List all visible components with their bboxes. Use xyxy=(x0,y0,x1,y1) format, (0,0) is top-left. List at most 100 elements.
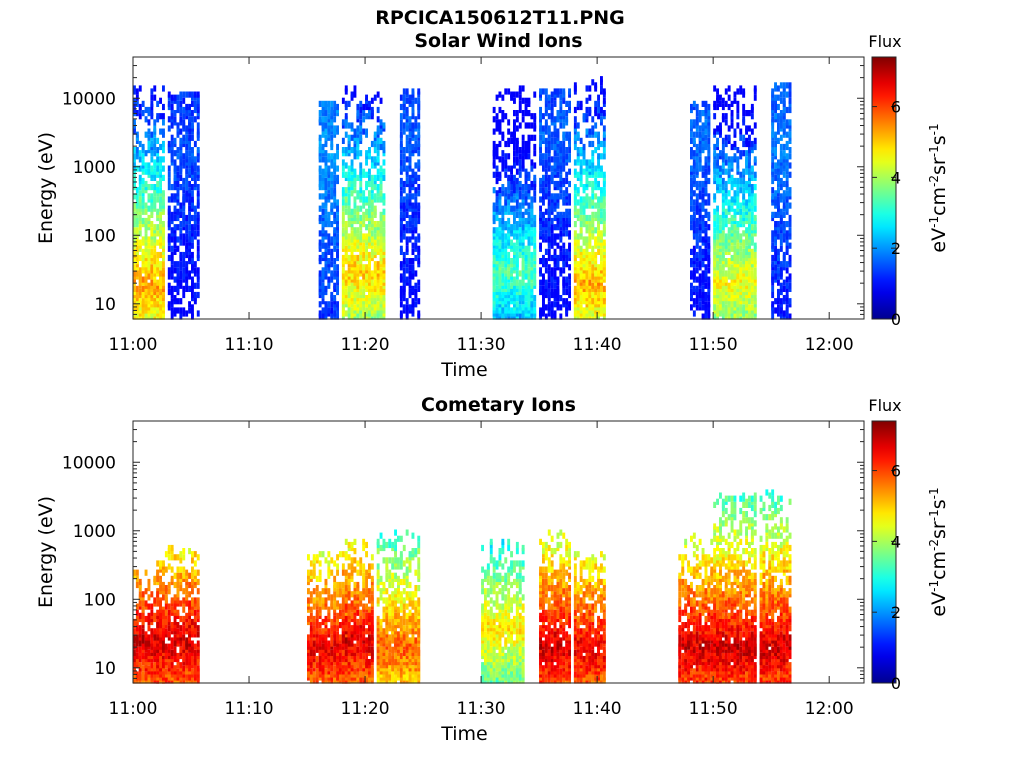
spectrogram-cell xyxy=(518,159,522,166)
spectrogram-cell xyxy=(533,307,537,314)
spectrogram-cell xyxy=(690,258,693,265)
spectrogram-cell xyxy=(193,230,197,237)
spectrogram-cell xyxy=(399,202,403,209)
spectrogram-cell xyxy=(777,254,780,262)
spectrogram-cell xyxy=(321,202,325,209)
spectrogram-cell xyxy=(144,233,148,240)
spectrogram-cell xyxy=(138,239,142,246)
spectrogram-cell xyxy=(318,174,322,181)
spectrogram-cell xyxy=(162,140,165,148)
spectrogram-cell xyxy=(733,224,737,231)
spectrogram-cell xyxy=(774,202,777,209)
spectrogram-cell xyxy=(692,221,696,228)
spectrogram-cell xyxy=(173,307,177,314)
spectrogram-cell xyxy=(510,258,513,265)
spectrogram-cell xyxy=(721,143,725,151)
spectrogram-cell xyxy=(562,131,566,138)
spectrogram-cell xyxy=(774,298,777,305)
spectrogram-cell xyxy=(350,245,354,252)
spectrogram-cell xyxy=(565,116,569,123)
spectrogram-cell xyxy=(550,171,554,178)
spectrogram-cell xyxy=(565,187,569,194)
spectrogram-cell xyxy=(173,295,177,302)
spectrogram-cell xyxy=(553,88,557,95)
spectrogram-cell xyxy=(504,113,508,120)
spectrogram-cell xyxy=(196,267,200,274)
spectrogram-cell xyxy=(579,137,583,144)
spectrogram-cell xyxy=(602,187,606,194)
spectrogram-cell xyxy=(602,239,606,246)
spectrogram-cell xyxy=(405,267,409,274)
spectrogram-cell xyxy=(579,202,583,209)
spectrogram-cell xyxy=(191,236,194,243)
spectrogram-cell xyxy=(510,190,513,197)
spectrogram-cell xyxy=(527,251,531,259)
spectrogram-cell xyxy=(330,248,334,255)
spectrogram-cell xyxy=(713,150,717,157)
spectrogram-cell xyxy=(594,184,598,191)
spectrogram-cell xyxy=(501,224,505,231)
spectrogram-cell xyxy=(771,131,775,138)
spectrogram-cell xyxy=(402,165,406,172)
spectrogram-cell xyxy=(191,205,194,212)
spectrogram-cell xyxy=(321,168,325,175)
spectrogram-cell xyxy=(399,113,403,120)
spectrogram-cell xyxy=(498,91,502,98)
spectrogram-cell xyxy=(585,214,589,222)
spectrogram-cell xyxy=(582,187,586,194)
spectrogram-cell xyxy=(521,288,525,296)
spectrogram-cell xyxy=(153,168,157,175)
spectrogram-cell xyxy=(576,251,580,259)
spectrogram-cell xyxy=(173,110,177,117)
spectrogram-cell xyxy=(515,184,519,191)
spectrogram-cell xyxy=(539,267,542,274)
spectrogram-cell xyxy=(341,165,345,172)
spectrogram-cell xyxy=(785,106,789,114)
spectrogram-cell xyxy=(333,100,337,107)
spectrogram-cell xyxy=(542,165,545,172)
spectrogram-cell xyxy=(774,254,777,262)
spectrogram-cell xyxy=(405,236,409,243)
spectrogram-cell xyxy=(408,205,412,212)
spectrogram-cell xyxy=(556,276,560,283)
spectrogram-cell xyxy=(591,264,595,271)
spectrogram-cell xyxy=(362,190,366,197)
spectrogram-cell xyxy=(594,131,598,138)
spectrogram-cell xyxy=(359,245,363,252)
spectrogram-cell xyxy=(191,291,194,299)
spectrogram-cell xyxy=(133,264,136,271)
spectrogram-cell xyxy=(188,254,191,262)
spectrogram-cell xyxy=(356,291,360,299)
spectrogram-cell xyxy=(365,180,368,188)
spectrogram-cell xyxy=(690,177,693,185)
spectrogram-cell xyxy=(748,125,751,132)
spectrogram-cell xyxy=(182,267,186,274)
spectrogram-cell xyxy=(742,187,746,194)
spectrogram-cell xyxy=(750,165,754,172)
spectrogram-cell xyxy=(408,180,412,188)
spectrogram-cell xyxy=(196,122,200,129)
spectrogram-cell xyxy=(370,242,374,249)
spectrogram-cell xyxy=(713,193,717,200)
spectrogram-cell xyxy=(324,122,328,129)
spectrogram-cell xyxy=(544,279,548,286)
y-tick-label: 10000 xyxy=(62,89,116,109)
spectrogram-cell xyxy=(159,205,162,212)
spectrogram-cell xyxy=(724,239,728,246)
spectrogram-cell xyxy=(414,116,418,123)
spectrogram-cell xyxy=(170,307,174,314)
x-tick-label: 11:10 xyxy=(225,335,274,355)
spectrogram-cell xyxy=(162,242,165,249)
spectrogram-cell xyxy=(370,248,374,255)
spectrogram-cell xyxy=(359,134,363,141)
spectrogram-cell xyxy=(707,165,711,172)
spectrogram-cell xyxy=(582,159,586,166)
spectrogram-cell xyxy=(565,208,569,215)
spectrogram-cell xyxy=(188,168,191,175)
spectrogram-cell xyxy=(399,119,403,126)
spectrogram-cell xyxy=(550,233,554,240)
spectrogram-cell xyxy=(368,242,371,249)
spectrogram-cell xyxy=(196,202,200,209)
spectrogram-cell xyxy=(736,221,740,228)
spectrogram-cell xyxy=(559,122,563,129)
